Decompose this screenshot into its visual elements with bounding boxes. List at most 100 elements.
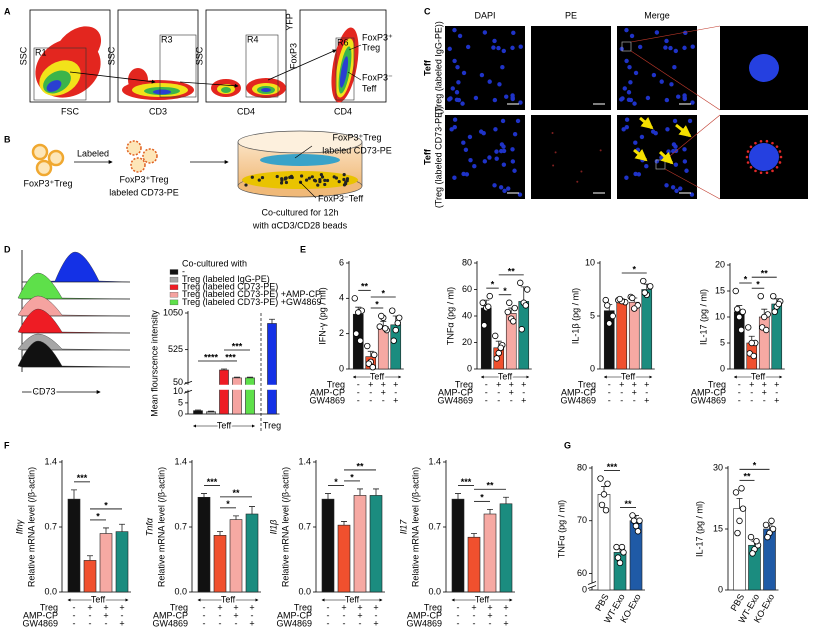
condition-name: Treg [708, 379, 726, 389]
bar [603, 310, 615, 370]
y-tick-label: 10 [715, 311, 725, 321]
y-axis-label: IFN-γ (pg / ml) [317, 287, 327, 345]
nucleus [455, 64, 460, 70]
axis-label: YFP [284, 13, 294, 31]
nucleus [511, 30, 516, 36]
nucleus [682, 96, 687, 102]
condition-sign: + [119, 618, 124, 628]
condition-sign: + [471, 602, 476, 612]
labeled-treg-cell [130, 157, 146, 173]
bar [83, 560, 97, 593]
group-label: Teff [498, 371, 513, 381]
y-axis-label: Relative mRNA level (/β-actin) [410, 467, 420, 587]
condition-name: Treg [170, 602, 188, 612]
data-point [504, 308, 511, 316]
gate-label: R3 [161, 34, 173, 44]
data-point [524, 286, 531, 293]
bead [310, 175, 314, 179]
error-bar [357, 488, 363, 496]
treg-layer [260, 154, 340, 166]
data-point [389, 307, 396, 314]
y-tick-label: 0 [720, 363, 725, 373]
condition-name: AMP-CP [407, 610, 442, 620]
condition-sign: - [485, 379, 488, 389]
bar [483, 513, 497, 593]
nucleus [672, 64, 677, 70]
significance-label: * [375, 299, 379, 309]
condition-sign: - [473, 610, 476, 620]
data-point [769, 525, 777, 533]
nucleus [633, 70, 639, 76]
y-tick-label: 0 [718, 584, 723, 594]
data-point [632, 522, 640, 530]
inset-box [621, 41, 632, 52]
data-point [485, 303, 492, 310]
y-axis-label: Mean flourscence intensity [149, 310, 159, 417]
condition-sign: + [487, 610, 492, 620]
data-point [479, 299, 486, 306]
panel-letter: F [4, 440, 10, 450]
nucleus [637, 44, 643, 50]
condition-sign: + [119, 602, 124, 612]
error-bar [71, 489, 77, 500]
y-tick-label: 0 [178, 408, 183, 418]
pe-dot [771, 141, 774, 145]
significance-label: * [381, 288, 385, 298]
y-tick-label: 20 [715, 259, 725, 269]
nucleus [472, 164, 477, 169]
bead [323, 182, 327, 187]
bead [244, 183, 248, 187]
condition-name: AMP-CP [310, 387, 345, 397]
condition-sign: + [503, 602, 508, 612]
significance-label: * [480, 493, 484, 503]
cell-label: labeled CD73-PE [109, 187, 179, 197]
nucleus [682, 147, 687, 152]
condition-sign: + [509, 387, 514, 397]
nucleus [452, 27, 457, 33]
condition-sign: - [327, 618, 330, 628]
gate-annotation: Teff [362, 83, 377, 93]
condition-sign: - [121, 610, 124, 620]
condition-sign: - [369, 387, 372, 397]
condition-sign: + [103, 610, 108, 620]
data-point [364, 342, 371, 350]
nucleus [510, 159, 516, 164]
condition-name: GW4869 [309, 395, 345, 405]
nucleus [624, 175, 629, 180]
gate-label: R1 [35, 47, 47, 57]
condition-sign: + [357, 610, 362, 620]
condition-name: Treg [424, 602, 442, 612]
nucleus [452, 117, 458, 122]
group-label: Teff [370, 371, 385, 381]
data-point [747, 533, 755, 541]
condition-sign: - [235, 618, 238, 628]
nucleus [482, 159, 488, 164]
condition-sign: - [620, 387, 623, 397]
bead [342, 173, 346, 177]
pe-signal [551, 132, 554, 135]
inset-box [655, 159, 666, 170]
data-point [613, 543, 620, 551]
condition-sign: - [522, 387, 525, 397]
condition-sign: - [485, 395, 488, 405]
nucleus [464, 172, 470, 177]
pe-dot [746, 150, 750, 153]
nucleus [448, 96, 453, 101]
error-bar [503, 496, 509, 504]
nucleus [684, 168, 689, 173]
significance-label: * [753, 461, 757, 471]
inset-nucleus [749, 54, 779, 82]
bar [99, 533, 113, 593]
y-tick-label: 0.7 [44, 521, 57, 531]
nucleus [690, 100, 695, 105]
nucleus [663, 45, 668, 50]
significance-label: ** [232, 488, 240, 498]
nucleus [628, 80, 633, 85]
data-point [761, 313, 768, 321]
data-point [749, 550, 756, 557]
data-point [771, 308, 778, 315]
nucleus [629, 33, 635, 39]
nucleus [496, 45, 501, 51]
bar [467, 536, 481, 593]
nucleus [651, 72, 657, 78]
